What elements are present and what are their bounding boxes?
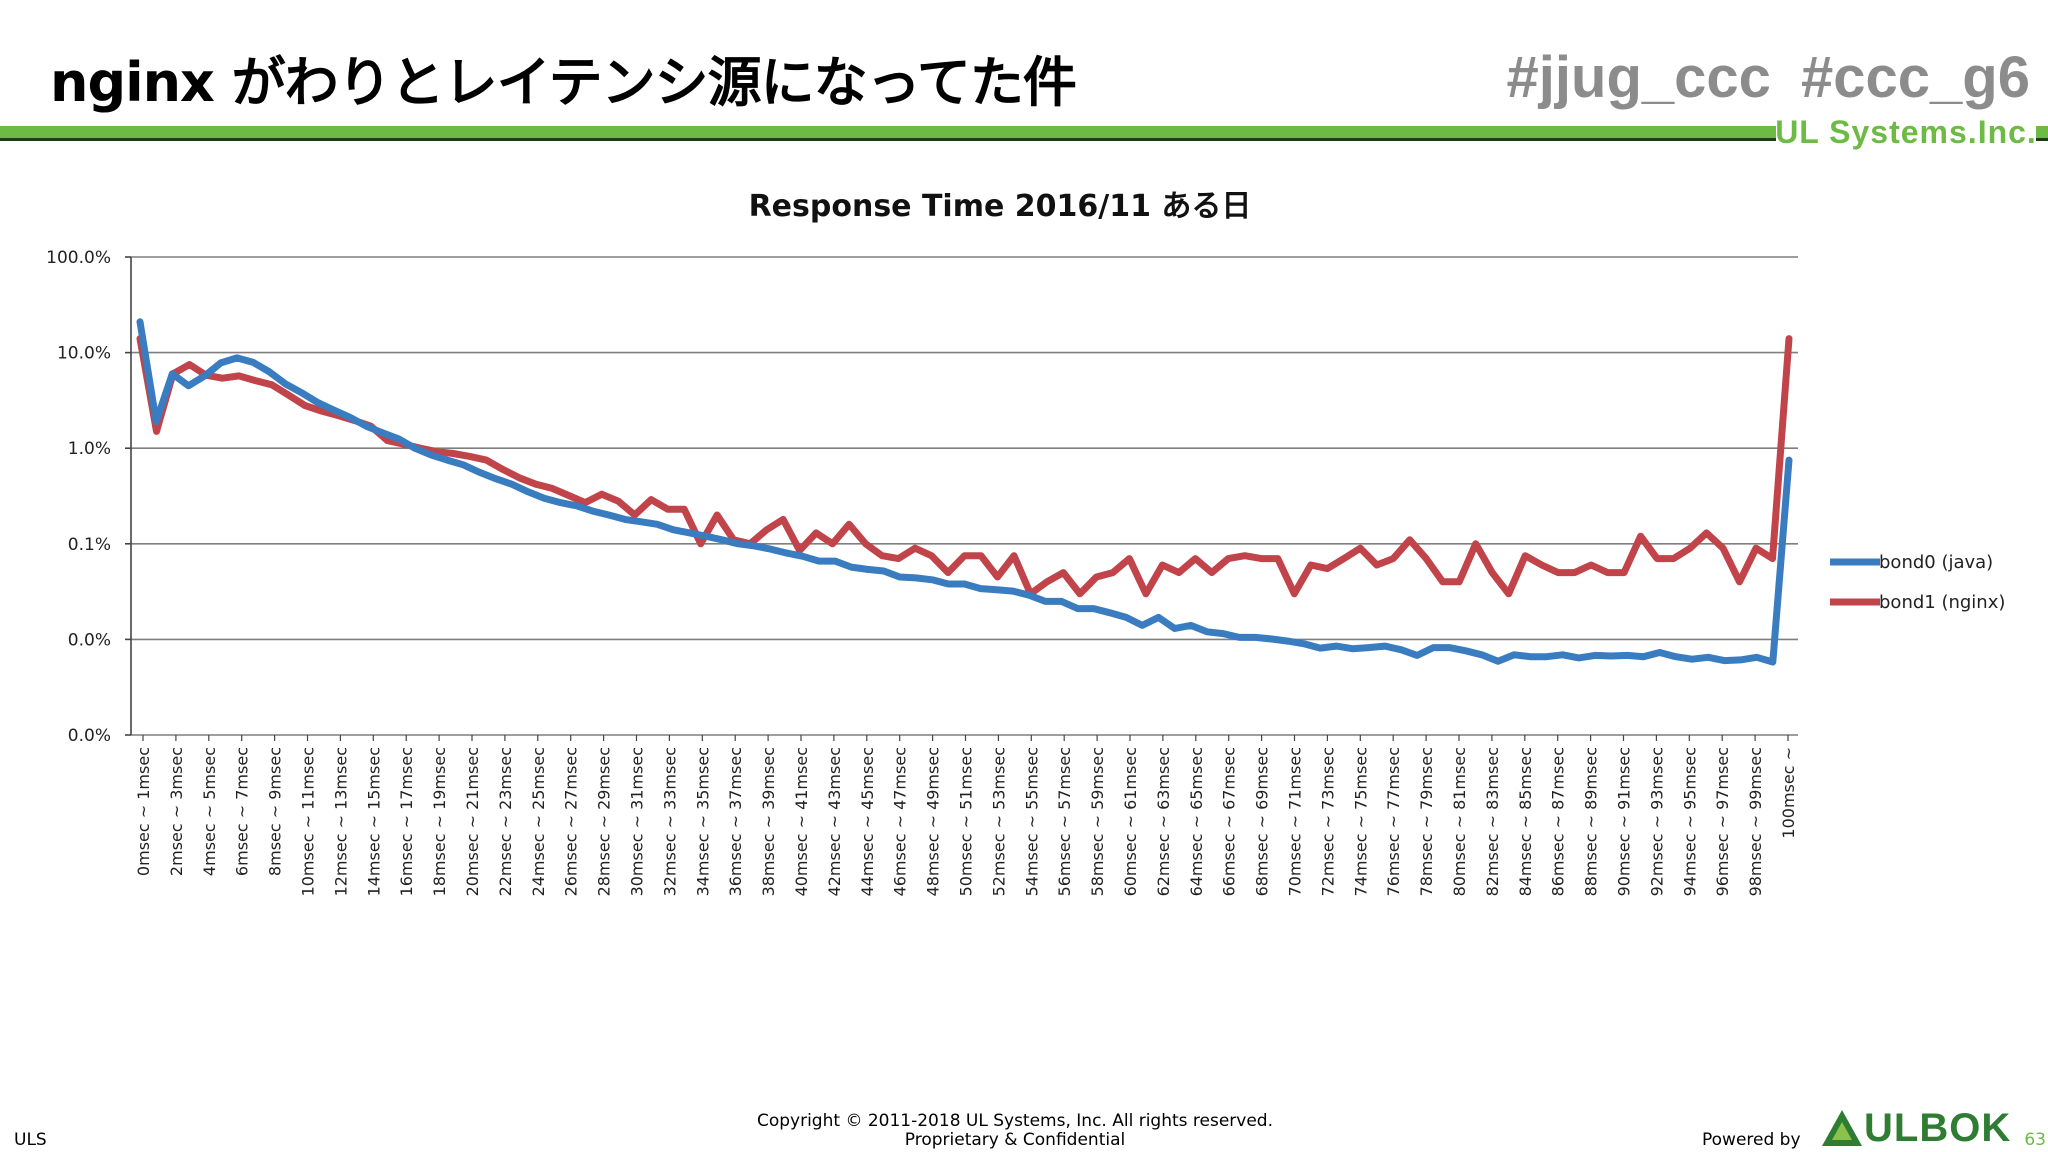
chart-title: Response Time 2016/11 ある日: [749, 189, 1252, 224]
x-tick-label: 96msec ~ 97msec: [1713, 747, 1732, 896]
x-tick-label: 80msec ~ 81msec: [1450, 747, 1469, 896]
ulbok-logo-icon: [1822, 1110, 1862, 1146]
x-tick-label: 70msec ~ 71msec: [1286, 747, 1305, 896]
x-tick-label: 72msec ~ 73msec: [1318, 747, 1337, 896]
x-tick-label: 88msec ~ 89msec: [1582, 747, 1601, 896]
x-tick-label: 32msec ~ 33msec: [660, 747, 679, 896]
legend-label: bond0 (java): [1879, 552, 1993, 573]
x-tick-label: 24msec ~ 25msec: [529, 747, 548, 896]
hashtags: #jjug_ccc #ccc_g6: [1506, 45, 2030, 110]
x-tick-label: 40msec ~ 41msec: [792, 747, 811, 896]
page-number: 63: [2024, 1130, 2046, 1150]
x-tick-label: 56msec ~ 57msec: [1055, 747, 1074, 896]
response-time-chart: Response Time 2016/11 ある日 100.0% 10.0% 1.0…: [46, 189, 2005, 896]
x-tick-label: 8msec ~ 9msec: [266, 747, 285, 876]
y-tick-label: 1.0%: [68, 439, 111, 459]
series-lines: [136, 318, 1793, 666]
x-tick-label: 14msec ~ 15msec: [364, 747, 383, 896]
x-tick-label: 68msec ~ 69msec: [1253, 747, 1272, 896]
x-tick-label: 12msec ~ 13msec: [331, 747, 350, 896]
x-tick-label: 46msec ~ 47msec: [891, 747, 910, 896]
slide-title: nginx がわりとレイテンシ源になってた件: [50, 51, 1077, 114]
x-tick-label: 20msec ~ 21msec: [463, 747, 482, 896]
x-tick-label: 6msec ~ 7msec: [233, 747, 252, 876]
x-tick-label: 84msec ~ 85msec: [1516, 747, 1535, 896]
x-tick-label: 94msec ~ 95msec: [1680, 747, 1699, 896]
x-tick-label: 22msec ~ 23msec: [496, 747, 515, 896]
x-tick-label: 34msec ~ 35msec: [693, 747, 712, 896]
series-line-nginx: [136, 335, 1793, 598]
x-axis-ticks: 0msec ~ 1msec 2msec ~ 3msec 4msec ~ 5msec 6…: [134, 747, 1798, 896]
gridlines: [125, 256, 1798, 741]
header-rule: [0, 126, 2048, 139]
ulbok-logo-text: ULBOK: [1864, 1106, 2012, 1150]
y-tick-label: 10.0%: [57, 344, 111, 364]
y-axis-ticks: 100.0% 10.0% 1.0% 0.1% 0.0% 0.0%: [46, 248, 111, 746]
x-tick-label: 78msec ~ 79msec: [1417, 747, 1436, 896]
x-tick-label: 74msec ~ 75msec: [1351, 747, 1370, 896]
x-tick-label: 82msec ~ 83msec: [1483, 747, 1502, 896]
x-tick-label: 16msec ~ 17msec: [397, 747, 416, 896]
footer-copyright-block: Copyright © 2011-2018 UL Systems, Inc. A…: [690, 1112, 1340, 1150]
ulbok-logo: ULBOK: [1820, 1100, 2011, 1148]
x-tick-label: 38msec ~ 39msec: [759, 747, 778, 896]
footer-copyright: Copyright © 2011-2018 UL Systems, Inc. A…: [756, 1111, 1274, 1131]
x-tick-label: 86msec ~ 87msec: [1549, 747, 1568, 896]
x-tick-label: 54msec ~ 55msec: [1022, 747, 1041, 896]
x-tick-label: 36msec ~ 37msec: [726, 747, 745, 896]
x-tick-label: 58msec ~ 59msec: [1088, 747, 1107, 896]
y-tick-label: 0.0%: [68, 630, 111, 650]
x-tick-label: 28msec ~ 29msec: [595, 747, 614, 896]
x-tick-label: 66msec ~ 67msec: [1220, 747, 1239, 896]
legend: bond0 (java) bond1 (nginx): [1830, 552, 2005, 613]
x-tick-label: 4msec ~ 5msec: [200, 747, 219, 876]
x-tick-label: 90msec ~ 91msec: [1615, 747, 1634, 896]
x-tick-label: 2msec ~ 3msec: [167, 747, 186, 876]
y-tick-label: 0.1%: [68, 535, 111, 555]
series-line-java: [136, 318, 1793, 666]
x-tick-label: 98msec ~ 99msec: [1746, 747, 1765, 896]
x-tick-label: 100msec ~: [1779, 747, 1798, 839]
x-tick-label: 92msec ~ 93msec: [1647, 747, 1666, 896]
footer-confidential: Proprietary & Confidential: [904, 1130, 1126, 1150]
x-tick-label: 62msec ~ 63msec: [1154, 747, 1173, 896]
x-tick-label: 10msec ~ 11msec: [299, 747, 318, 896]
company-logo: UL Systems.Inc.: [1775, 112, 2037, 152]
x-tick-label: 52msec ~ 53msec: [989, 747, 1008, 896]
x-tick-label: 18msec ~ 19msec: [430, 747, 449, 896]
x-tick-label: 48msec ~ 49msec: [924, 747, 943, 896]
legend-label: bond1 (nginx): [1879, 592, 2005, 613]
y-tick-label: 0.0%: [68, 726, 111, 746]
x-tick-label: 76msec ~ 77msec: [1384, 747, 1403, 896]
footer-powered-by: Powered by: [1702, 1130, 1801, 1150]
x-tick-label: 44msec ~ 45msec: [858, 747, 877, 896]
y-tick-label: 100.0%: [46, 248, 111, 268]
x-tick-label: 0msec ~ 1msec: [134, 747, 153, 876]
company-logo-text: UL Systems.Inc.: [1775, 113, 2037, 150]
x-tick-label: 30msec ~ 31msec: [628, 747, 647, 896]
x-tick-label: 64msec ~ 65msec: [1187, 747, 1206, 896]
x-tick-label: 42msec ~ 43msec: [825, 747, 844, 896]
header-rule-shadow: [0, 138, 2048, 141]
x-tick-label: 26msec ~ 27msec: [562, 747, 581, 896]
footer-org: ULS: [14, 1130, 47, 1150]
x-tick-label: 50msec ~ 51msec: [957, 747, 976, 896]
x-tick-label: 60msec ~ 61msec: [1121, 747, 1140, 896]
